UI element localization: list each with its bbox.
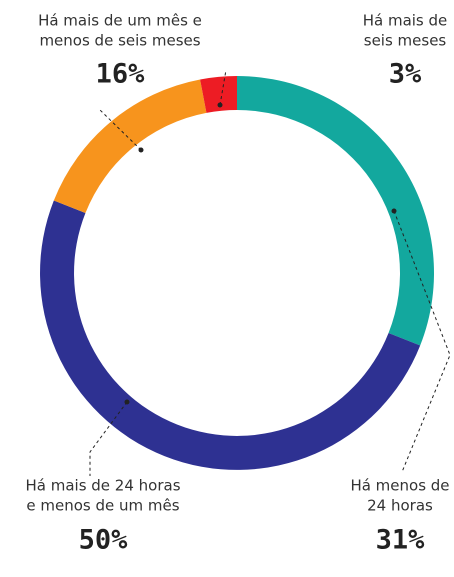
value-label: 50%	[79, 525, 129, 556]
donut	[40, 76, 434, 470]
value-label: 3%	[389, 59, 422, 90]
leader-dot	[391, 208, 397, 214]
donut-segment	[237, 76, 434, 346]
donut-segment	[40, 200, 421, 470]
category-label: Há mais de 24 horas	[25, 477, 180, 495]
donut-segment	[53, 79, 207, 213]
category-label: e menos de um mês	[26, 497, 179, 515]
value-label: 31%	[376, 525, 426, 556]
category-label: Há menos de	[350, 477, 449, 495]
leader-dot	[138, 147, 144, 153]
labels: Há menos de 24 horas 31% Há mais de 24 hora…	[25, 12, 449, 556]
category-label: 24 horas	[367, 497, 433, 515]
leader-dot	[124, 399, 130, 405]
donut-segment	[200, 76, 237, 113]
value-label: 16%	[96, 59, 146, 90]
category-label: Há mais de um mês e	[38, 12, 202, 30]
leader-line	[89, 401, 128, 476]
category-label: Há mais de	[363, 12, 448, 30]
leader-dot	[217, 102, 223, 108]
category-label: menos de seis meses	[39, 32, 200, 50]
category-label: seis meses	[364, 32, 447, 50]
leader-lines	[89, 69, 451, 476]
